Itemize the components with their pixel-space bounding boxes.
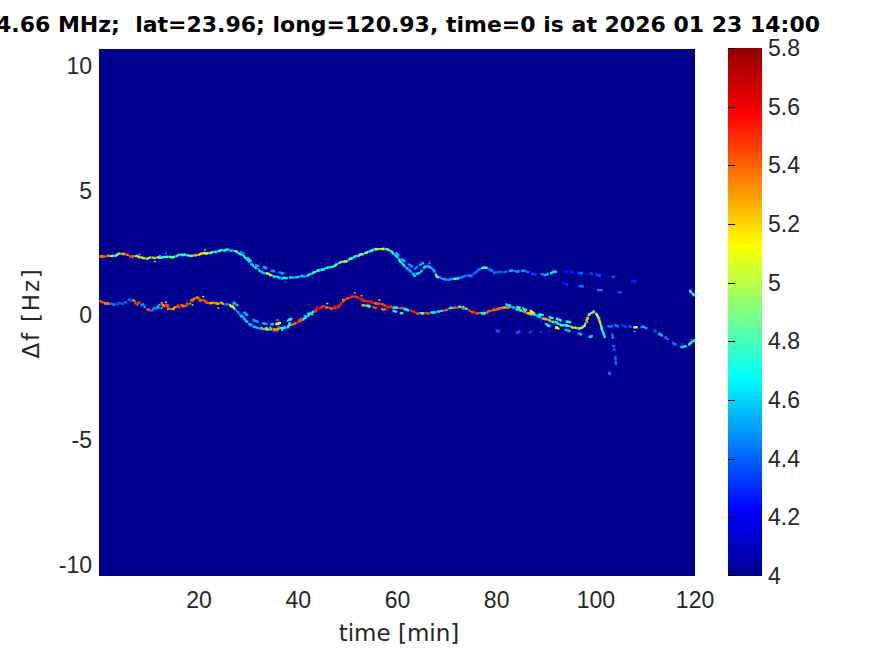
colorbar-tick-label: 5	[768, 271, 781, 295]
colorbar-tick	[728, 48, 735, 49]
colorbar-gradient	[728, 48, 762, 576]
x-axis-label: time [min]	[339, 621, 460, 645]
heatmap-plot-area	[99, 49, 695, 576]
colorbar-tick	[728, 517, 735, 518]
y-tick-label: 0	[0, 303, 92, 327]
colorbar-tick	[728, 459, 735, 460]
colorbar-tick-label: 4.8	[768, 329, 800, 353]
y-tick-label: -5	[0, 428, 92, 452]
x-tick-label: 80	[484, 588, 510, 612]
y-tick-label: -10	[0, 553, 92, 577]
colorbar-tick-label: 5.8	[768, 36, 800, 60]
colorbar-tick-label: 4	[768, 564, 781, 588]
colorbar-tick	[728, 575, 735, 576]
colorbar-tick	[728, 165, 735, 166]
colorbar-tick-label: 5.6	[768, 95, 800, 119]
y-tick-label: 5	[0, 179, 92, 203]
x-tick-label: 60	[385, 588, 411, 612]
colorbar-tick	[728, 283, 735, 284]
colorbar-tick-label: 5.2	[768, 212, 800, 236]
x-tick-label: 40	[285, 588, 311, 612]
colorbar-tick-label: 4.2	[768, 505, 800, 529]
colorbar-tick	[728, 400, 735, 401]
colorbar-tick-label: 5.4	[768, 153, 800, 177]
colorbar-tick-label: 4.6	[768, 388, 800, 412]
chart-title: 4.66 MHz; lat=23.96; long=120.93, time=0…	[0, 12, 820, 38]
x-tick-label: 20	[186, 588, 212, 612]
x-tick-label: 120	[676, 588, 714, 612]
colorbar-tick	[728, 224, 735, 225]
colorbar-tick	[728, 341, 735, 342]
figure: 4.66 MHz; lat=23.96; long=120.93, time=0…	[0, 0, 875, 656]
y-tick-label: 10	[0, 54, 92, 78]
colorbar-tick	[728, 107, 735, 108]
x-tick-label: 100	[577, 588, 615, 612]
colorbar-tick-label: 4.4	[768, 447, 800, 471]
